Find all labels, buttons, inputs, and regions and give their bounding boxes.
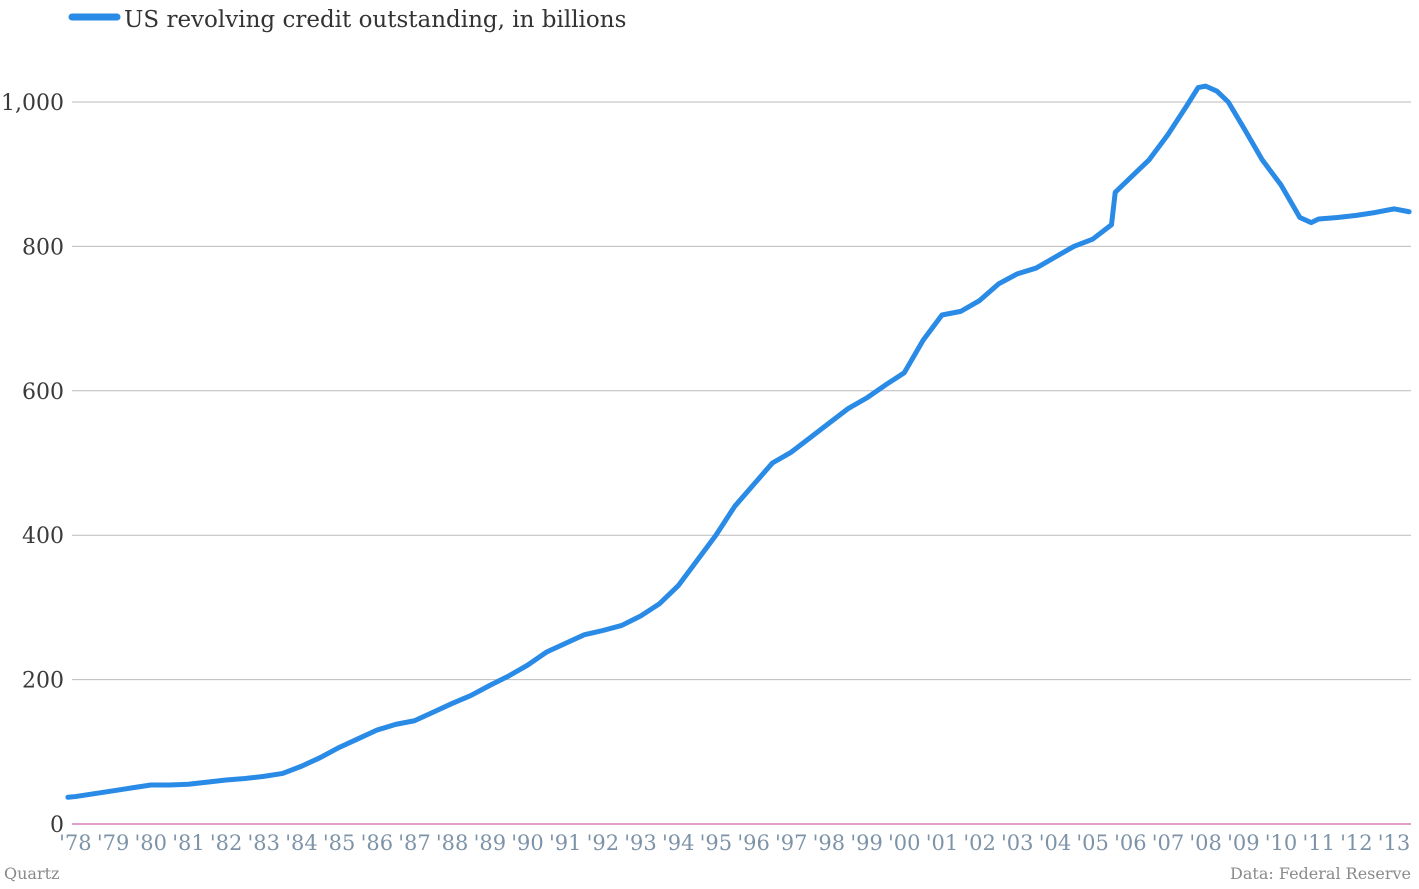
x-tick-label: '85 [323, 831, 356, 855]
x-tick-label: '01 [926, 831, 959, 855]
x-tick-label: '06 [1114, 831, 1147, 855]
x-tick-label: '78 [59, 831, 92, 855]
y-tick-label: 600 [22, 380, 64, 405]
x-tick-label: '13 [1378, 831, 1411, 855]
source-label: Quartz [4, 864, 60, 883]
x-tick-label: '84 [285, 831, 318, 855]
x-tick-label: '86 [361, 831, 394, 855]
x-tick-label: '98 [813, 831, 846, 855]
x-tick-label: '07 [1152, 831, 1185, 855]
series-line [65, 83, 1412, 800]
y-axis-ticks: 0 200 400 600 800 1,000 [1, 91, 64, 838]
series-layer [65, 83, 1412, 800]
grid-lines [72, 101, 1411, 825]
x-tick-label: '00 [888, 831, 921, 855]
x-tick-label: '11 [1302, 831, 1335, 855]
data-credit: Data: Federal Reserve [1230, 864, 1411, 883]
x-tick-label: '10 [1265, 831, 1298, 855]
x-tick-label: '02 [963, 831, 996, 855]
x-tick-label: '82 [210, 831, 243, 855]
x-tick-label: '89 [474, 831, 507, 855]
x-tick-label: '91 [549, 831, 582, 855]
x-tick-label: '04 [1039, 831, 1072, 855]
x-tick-label: '94 [662, 831, 695, 855]
x-tick-label: '79 [97, 831, 130, 855]
x-tick-label: '03 [1001, 831, 1034, 855]
x-tick-label: '87 [398, 831, 431, 855]
x-tick-label: '92 [587, 831, 620, 855]
x-tick-label: '83 [248, 831, 281, 855]
x-tick-label: '99 [850, 831, 883, 855]
x-tick-label: '08 [1189, 831, 1222, 855]
x-axis-ticks: '78'79'80'81'82'83'84'85'86'87'88'89'90 '… [59, 831, 1410, 855]
x-tick-label: '88 [436, 831, 469, 855]
x-tick-label: '95 [700, 831, 733, 855]
x-tick-label: '97 [775, 831, 808, 855]
x-tick-label: '12 [1340, 831, 1373, 855]
x-tick-label: '80 [135, 831, 168, 855]
x-tick-label: '96 [737, 831, 770, 855]
legend: US revolving credit outstanding, in bill… [68, 7, 626, 33]
x-tick-label: '05 [1076, 831, 1109, 855]
y-tick-label: 200 [22, 669, 64, 694]
y-tick-label: 400 [22, 524, 64, 549]
y-tick-label: 1,000 [1, 91, 64, 116]
x-tick-label: '81 [172, 831, 205, 855]
x-tick-label: '90 [511, 831, 544, 855]
legend-label: US revolving credit outstanding, in bill… [124, 7, 626, 33]
y-tick-label: 800 [22, 235, 64, 260]
x-tick-label: '93 [624, 831, 657, 855]
y-tick-label: 0 [50, 813, 64, 838]
x-tick-label: '09 [1227, 831, 1260, 855]
